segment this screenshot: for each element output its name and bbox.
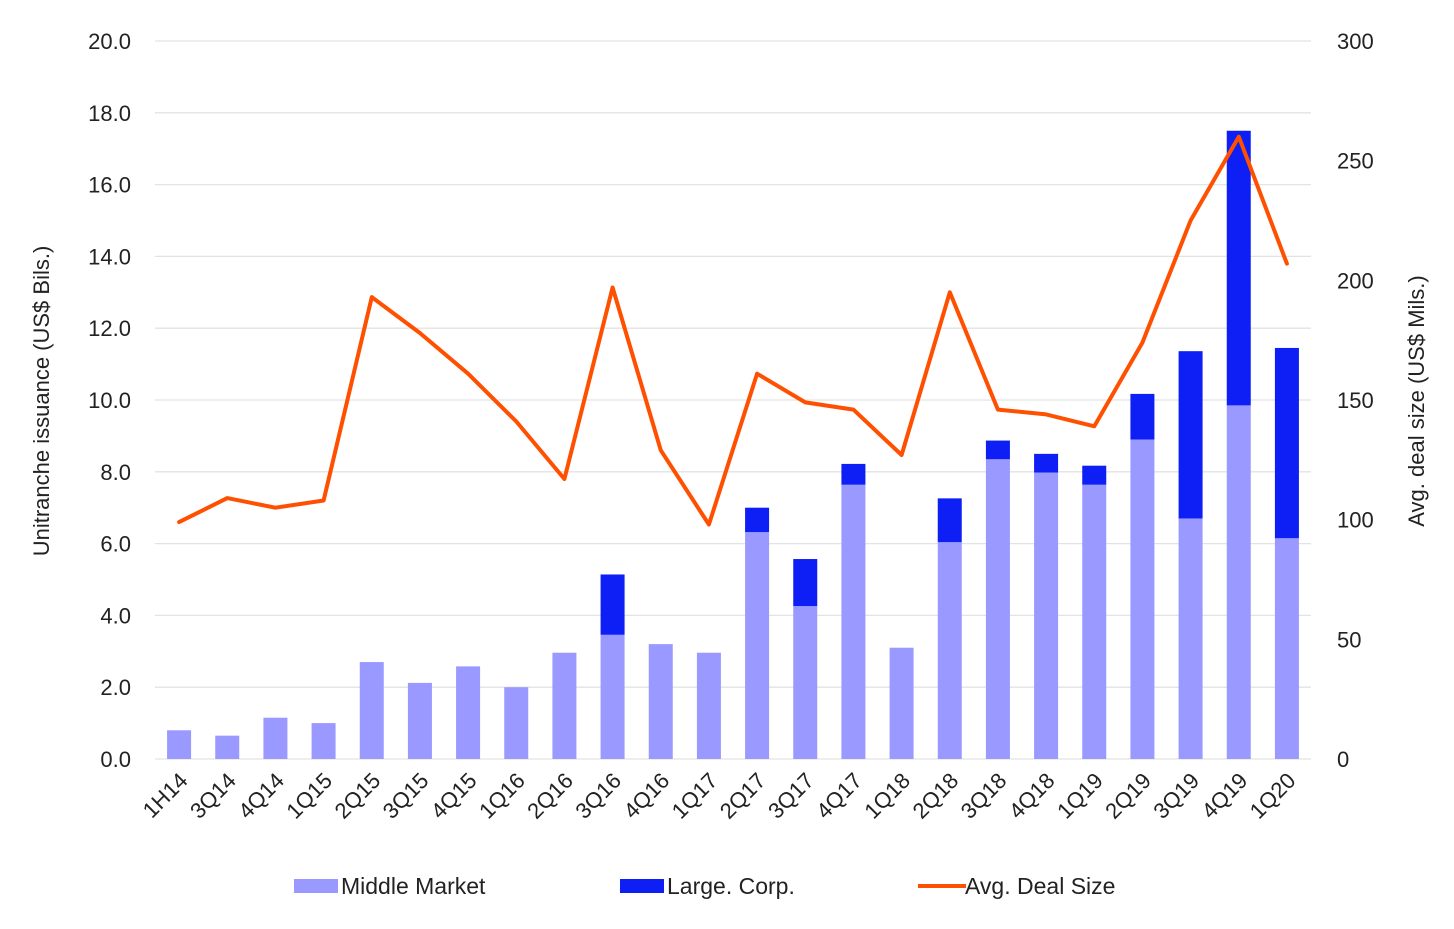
left-tick-label: 10.0 (88, 388, 131, 413)
bar-middle-market (215, 735, 240, 759)
x-axis-ticks: 1H143Q144Q141Q152Q153Q154Q151Q162Q163Q16… (138, 768, 1301, 824)
bars (167, 130, 1299, 759)
bar-middle-market (1226, 405, 1251, 759)
bar-middle-market (1130, 439, 1155, 759)
right-axis-title: Avg. deal size (US$ Mils.) (1404, 275, 1429, 526)
bar-middle-market (745, 532, 770, 759)
x-tick-label: 1Q18 (859, 768, 915, 824)
bar-large-corp (793, 559, 818, 607)
right-tick-label: 150 (1337, 388, 1374, 413)
bar-large-corp (937, 498, 962, 543)
x-tick-label: 2Q15 (330, 768, 386, 824)
x-tick-label: 4Q18 (1004, 768, 1060, 824)
bar-middle-market (263, 717, 288, 759)
x-tick-label: 1H14 (138, 768, 193, 823)
left-tick-label: 0.0 (100, 747, 131, 772)
bar-middle-market (1178, 518, 1203, 759)
right-tick-label: 300 (1337, 29, 1374, 54)
left-tick-label: 12.0 (88, 316, 131, 341)
legend-swatch-middle-market (294, 879, 338, 893)
x-tick-label: 1Q19 (1052, 768, 1108, 824)
left-tick-label: 20.0 (88, 29, 131, 54)
bar-middle-market (1034, 472, 1059, 759)
x-tick-label: 2Q18 (908, 768, 964, 824)
bar-middle-market (1082, 484, 1107, 759)
bar-middle-market (359, 662, 384, 759)
bar-middle-market (552, 652, 577, 759)
left-axis-ticks: 0.0 2.0 4.0 6.0 8.0 10.0 12.0 14.0 16.0 18.0 20.0 (88, 29, 131, 772)
legend: Middle Market Large. Corp. Avg. Deal Size (294, 873, 1115, 899)
bar-large-corp (1082, 465, 1107, 485)
bar-middle-market (696, 652, 721, 759)
right-tick-label: 50 (1337, 627, 1361, 652)
bar-middle-market (504, 687, 529, 759)
bar-large-corp (1034, 453, 1059, 473)
bar-middle-market (1274, 538, 1299, 759)
x-tick-label: 4Q16 (619, 768, 675, 824)
right-tick-label: 100 (1337, 508, 1374, 533)
x-tick-label: 3Q14 (185, 768, 241, 824)
legend-label-middle-market: Middle Market (341, 873, 486, 899)
bar-middle-market (648, 644, 673, 759)
bar-middle-market (600, 634, 625, 759)
x-tick-label: 1Q20 (1245, 768, 1301, 824)
left-tick-label: 16.0 (88, 173, 131, 198)
right-tick-label: 250 (1337, 149, 1374, 174)
x-tick-label: 3Q16 (570, 768, 626, 824)
legend-swatch-large-corp (620, 879, 664, 893)
left-tick-label: 18.0 (88, 101, 131, 126)
x-tick-label: 3Q18 (956, 768, 1012, 824)
legend-label-avg-deal-size: Avg. Deal Size (965, 873, 1115, 899)
left-tick-label: 8.0 (100, 460, 131, 485)
right-tick-label: 200 (1337, 268, 1374, 293)
x-tick-label: 2Q19 (1100, 768, 1156, 824)
bar-middle-market (456, 666, 481, 759)
x-tick-label: 3Q17 (763, 768, 819, 824)
bar-large-corp (985, 440, 1010, 460)
bar-large-corp (1130, 393, 1155, 440)
bar-middle-market (889, 647, 914, 759)
left-tick-label: 6.0 (100, 532, 131, 557)
x-tick-label: 4Q14 (233, 768, 289, 824)
x-tick-label: 4Q17 (811, 768, 867, 824)
line-avg-deal-size (177, 134, 1289, 527)
x-tick-label: 2Q16 (522, 768, 578, 824)
left-tick-label: 2.0 (100, 675, 131, 700)
bar-middle-market (167, 730, 192, 759)
bar-middle-market (985, 459, 1010, 759)
x-tick-label: 1Q17 (667, 768, 723, 824)
bar-large-corp (1178, 351, 1203, 519)
x-tick-label: 3Q15 (378, 768, 434, 824)
right-axis-ticks: 0 50 100 150 200 250 300 (1337, 29, 1374, 772)
bar-middle-market (407, 682, 432, 759)
bar-large-corp (1226, 130, 1251, 406)
bar-large-corp (745, 507, 770, 533)
bar-large-corp (1274, 347, 1299, 539)
left-axis-title: Unitranche issuance (US$ Bils.) (29, 246, 54, 557)
x-tick-label: 1Q16 (474, 768, 530, 824)
deal-size-line (177, 134, 1289, 527)
bar-large-corp (600, 574, 625, 635)
left-tick-label: 4.0 (100, 603, 131, 628)
legend-label-large-corp: Large. Corp. (667, 873, 795, 899)
left-tick-label: 14.0 (88, 244, 131, 269)
x-tick-label: 4Q19 (1197, 768, 1253, 824)
bar-large-corp (841, 463, 866, 485)
bar-middle-market (311, 723, 336, 759)
bar-middle-market (793, 606, 818, 759)
x-tick-label: 2Q17 (715, 768, 771, 824)
bar-middle-market (841, 484, 866, 759)
right-tick-label: 0 (1337, 747, 1349, 772)
x-tick-label: 4Q15 (426, 768, 482, 824)
bar-middle-market (937, 542, 962, 759)
x-tick-label: 3Q19 (1148, 768, 1204, 824)
x-tick-label: 1Q15 (281, 768, 337, 824)
